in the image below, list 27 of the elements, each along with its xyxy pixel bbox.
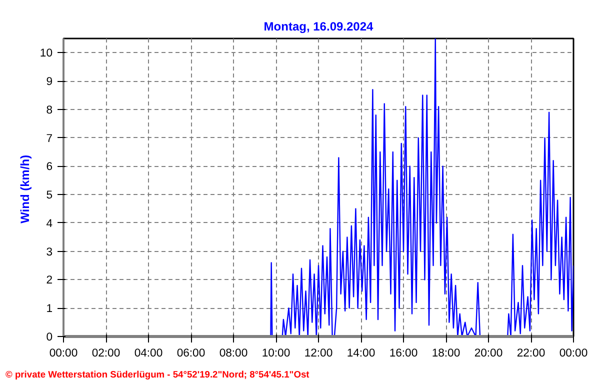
- x-tick-label: 02:00: [92, 348, 120, 360]
- y-tick-label: 8: [46, 104, 53, 116]
- x-tick-label: 20:00: [474, 348, 503, 360]
- y-tick-label: 6: [46, 161, 53, 174]
- y-axis-title: Wind (km/h): [18, 154, 32, 224]
- y-tick-label: 10: [40, 48, 53, 60]
- y-tick-label: 2: [46, 274, 53, 287]
- y-tick-label: 3: [46, 246, 53, 258]
- x-tick-label: 18:00: [432, 348, 460, 360]
- y-tick-label: 5: [46, 190, 53, 202]
- y-tick-label: 1: [46, 303, 53, 316]
- x-tick-label: 22:00: [516, 348, 546, 360]
- x-tick-label: 08:00: [219, 348, 248, 360]
- y-tick-label: 9: [46, 76, 53, 88]
- x-tick-label: 14:00: [346, 348, 376, 360]
- x-tick-label: 00:00: [49, 348, 78, 360]
- y-tick-label: 0: [46, 332, 53, 344]
- x-tick-label: 04:00: [134, 348, 163, 360]
- x-tick-label: 06:00: [176, 348, 206, 360]
- x-tick-label: 10:00: [262, 348, 290, 360]
- y-tick-label: 7: [46, 132, 53, 145]
- text: © private Wetterstation Süderlügum - 54°52'19.2"Nord; 8°54'45.1"Ost: [6, 370, 310, 380]
- y-tick-label: 4: [46, 218, 53, 230]
- x-tick-label: 16:00: [389, 348, 418, 360]
- x-tick-label: 12:00: [304, 348, 333, 360]
- x-tick-label: 00:00: [559, 348, 588, 360]
- chart-title: Montag, 16.09.2024: [264, 20, 374, 34]
